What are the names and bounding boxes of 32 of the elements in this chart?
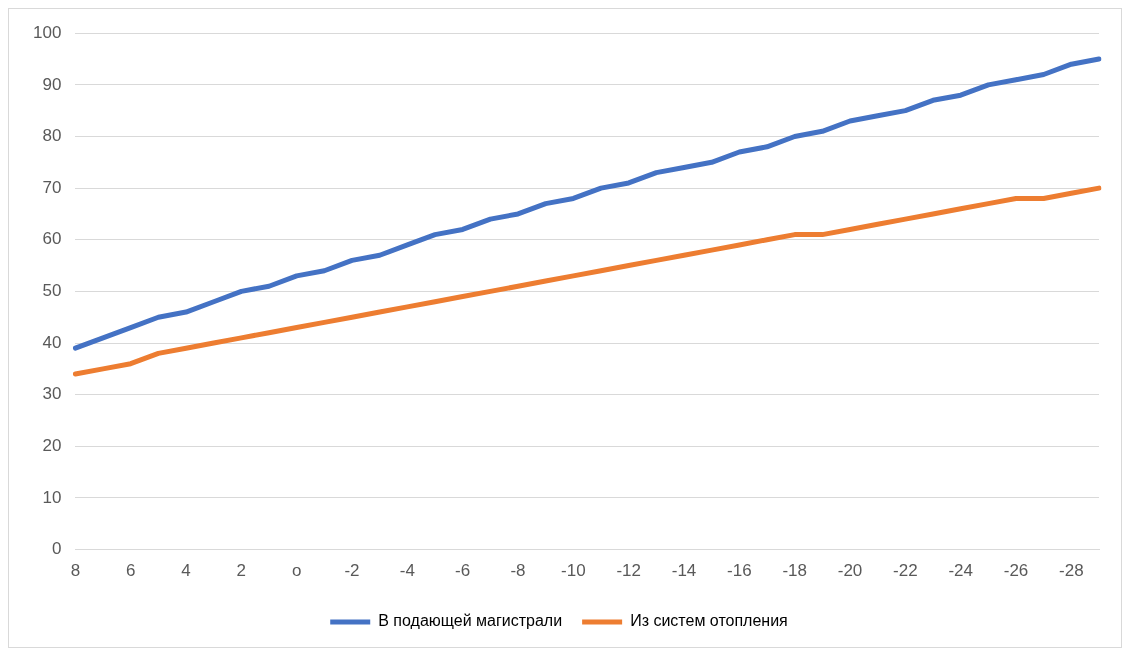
x-tick-label: -22 — [893, 561, 918, 581]
y-tick-label: 70 — [42, 177, 62, 197]
y-tick-label: 100 — [32, 22, 62, 42]
x-tick-label: -10 — [561, 561, 586, 581]
legend-label: В подающей магистрали — [378, 612, 563, 630]
x-tick-label: -12 — [616, 561, 641, 581]
x-tick-label: -26 — [1003, 561, 1029, 581]
x-tick-label: -18 — [782, 561, 807, 581]
x-tick-label: -14 — [671, 561, 697, 581]
x-tick-label: -4 — [399, 561, 415, 581]
x-tick-label: o — [291, 561, 302, 581]
x-tick-label: -6 — [455, 561, 471, 581]
y-tick-label: 10 — [42, 487, 62, 507]
y-tick-label: 40 — [42, 332, 62, 352]
x-tick-label: -2 — [344, 561, 360, 581]
x-tick-label: 4 — [181, 561, 191, 581]
x-tick-label: 6 — [125, 561, 136, 581]
x-tick-label: -28 — [1059, 561, 1084, 581]
y-tick-label: 0 — [51, 539, 62, 559]
y-tick-label: 90 — [42, 74, 62, 94]
x-tick-label: -8 — [510, 561, 526, 581]
x-tick-label: -20 — [837, 561, 863, 581]
y-tick-label: 30 — [42, 384, 62, 404]
y-tick-label: 20 — [42, 436, 62, 456]
x-tick-label: -24 — [948, 561, 973, 581]
legend-label: Из систем отопления — [630, 612, 788, 630]
y-tick-label: 80 — [42, 126, 62, 146]
y-tick-label: 60 — [42, 229, 62, 249]
y-tick-label: 50 — [42, 281, 62, 301]
x-tick-label: -16 — [727, 561, 752, 581]
x-tick-label: 8 — [70, 561, 81, 581]
x-tick-label: 2 — [236, 561, 247, 581]
